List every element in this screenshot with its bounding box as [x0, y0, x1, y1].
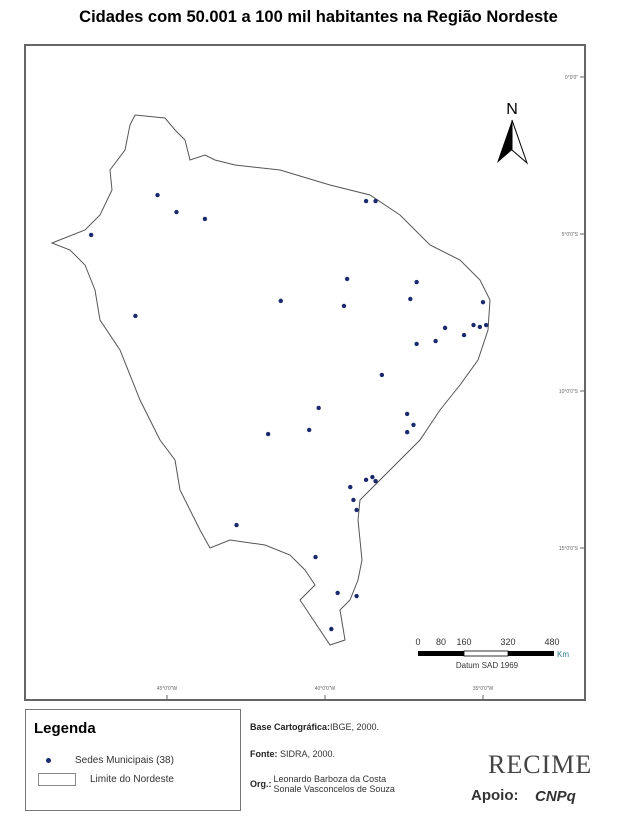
- org-name-1: Leonardo Barboza da Costa: [273, 774, 387, 784]
- graticule-lon-label: 45°0'0"W: [157, 686, 178, 692]
- graticule-lon-label: 40°0'0"W: [315, 686, 336, 692]
- scale-tick: 480: [544, 637, 559, 647]
- graticule-lat-label: 15°0'0"S: [559, 546, 579, 552]
- city-point: [483, 322, 489, 328]
- base-label: Base Cartográfica:: [250, 722, 331, 732]
- scale-tick: 80: [436, 637, 446, 647]
- graticule: 45°0'0"W 40°0'0"W 35°0'0"W 0°0'0" 5°0'0"S 10°…: [157, 75, 585, 700]
- city-point: [88, 232, 94, 238]
- city-point: [414, 341, 419, 347]
- city-point: [379, 372, 385, 378]
- graticule-lat-label: 0°0'0": [565, 75, 578, 81]
- city-point: [278, 298, 283, 304]
- city-point: [354, 593, 359, 599]
- city-point: [329, 626, 334, 632]
- map-frame: [24, 44, 586, 701]
- graticule-lat-label: 10°0'0"S: [559, 389, 579, 395]
- city-point: [411, 422, 416, 428]
- apoio-label: Apoio:: [471, 787, 519, 804]
- city-point: [363, 477, 369, 483]
- city-point: [471, 322, 476, 328]
- scale-tick: 0: [415, 637, 420, 647]
- legend: Legenda Sedes Municipais (38) Limite do …: [25, 709, 241, 811]
- city-point: [414, 279, 419, 285]
- base-cartografica: Base Cartográfica:IBGE, 2000.: [250, 722, 379, 732]
- city-point: [202, 216, 208, 222]
- page-title: Cidades com 50.001 a 100 mil habitantes …: [79, 8, 558, 26]
- city-point: [363, 198, 369, 204]
- scale-unit: Km: [557, 650, 569, 659]
- base-value: IBGE, 2000.: [330, 722, 380, 732]
- city-point: [442, 325, 448, 331]
- legend-points-label: Sedes Municipais (38): [75, 755, 174, 766]
- city-point: [344, 276, 350, 282]
- city-point: [133, 313, 138, 319]
- graticule-lat-label: 5°0'0"S: [562, 232, 579, 238]
- fonte-label: Fonte:: [250, 749, 278, 759]
- city-point: [155, 192, 160, 198]
- boundary-swatch-icon: [38, 773, 76, 786]
- city-point: [373, 478, 378, 484]
- city-point: [480, 299, 486, 305]
- city-point: [404, 429, 410, 435]
- city-point: [433, 338, 438, 344]
- city-point: [313, 554, 318, 560]
- cnpq-logo: CNPq: [535, 788, 576, 805]
- city-point: [265, 431, 271, 437]
- city-point: [335, 590, 340, 596]
- city-point: [234, 522, 239, 528]
- north-label: N: [506, 101, 518, 118]
- city-point: [404, 411, 410, 417]
- scale-bar: 0 80 160 320 480 Km Datum SAD 1969: [415, 637, 569, 670]
- scale-tick: 160: [456, 637, 471, 647]
- legend-title: Legenda: [34, 720, 96, 737]
- legend-item-points: Sedes Municipais (38): [38, 755, 174, 766]
- city-point: [174, 209, 179, 215]
- org-label: Org.:: [250, 779, 272, 789]
- organizadores: Org.: Leonardo Barboza da Costa Sonale V…: [250, 774, 395, 794]
- scale-tick: 320: [500, 637, 515, 647]
- points-layer: [88, 192, 489, 632]
- city-point: [316, 405, 321, 411]
- org-name-2: Sonale Vasconcelos de Souza: [273, 784, 395, 794]
- datum-label: Datum SAD 1969: [456, 661, 519, 670]
- city-point: [351, 497, 356, 503]
- city-point: [461, 332, 467, 338]
- point-icon: [46, 758, 51, 763]
- fonte-value: SIDRA, 2000.: [280, 749, 336, 759]
- city-point: [370, 474, 375, 480]
- nordeste-boundary: [50, 114, 491, 646]
- fonte: Fonte: SIDRA, 2000.: [250, 749, 335, 759]
- north-arrow-icon: [497, 119, 529, 165]
- city-point: [341, 303, 347, 309]
- city-point: [373, 198, 378, 204]
- legend-boundary-label: Limite do Nordeste: [90, 774, 174, 785]
- city-point: [477, 324, 483, 330]
- city-point: [408, 296, 413, 302]
- city-point: [354, 507, 359, 513]
- graticule-lon-label: 35°0'0"W: [473, 686, 494, 692]
- recime-logo: RECIME: [488, 750, 593, 779]
- legend-item-boundary: Limite do Nordeste: [38, 773, 174, 786]
- city-point: [348, 484, 353, 490]
- city-point: [307, 427, 312, 433]
